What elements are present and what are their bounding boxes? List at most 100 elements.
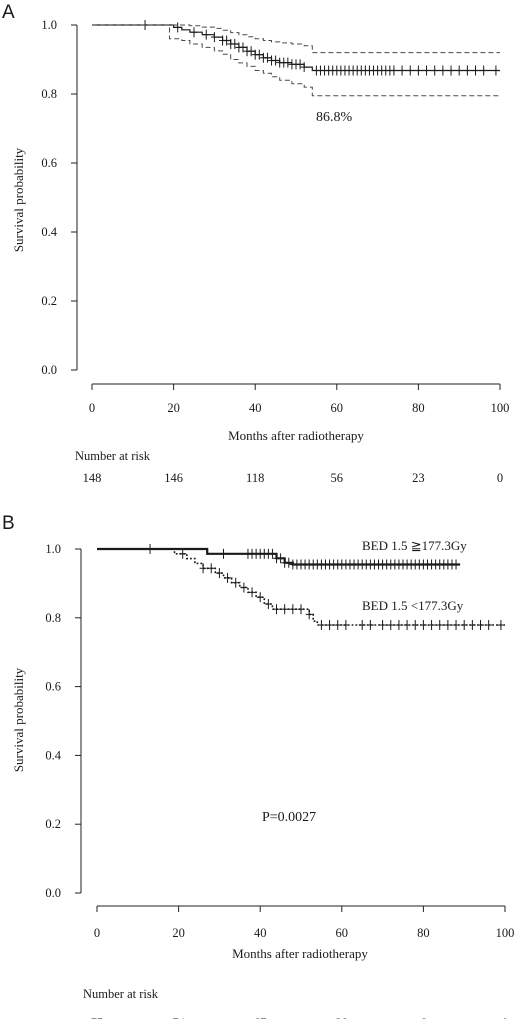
y-tick-label: 0.8 — [45, 611, 61, 625]
censor-mark — [428, 620, 436, 631]
y-tick-label: 0.2 — [41, 294, 57, 308]
censor-mark — [431, 65, 439, 76]
x-tick-label: 100 — [491, 401, 510, 415]
censor-mark — [190, 27, 198, 38]
censor-mark — [232, 577, 240, 588]
panel-b-pvalue: P=0.0027 — [262, 810, 316, 825]
censor-mark — [390, 65, 398, 76]
panel-b-risk-title: Number at risk — [83, 987, 159, 1001]
y-tick-label: 0.8 — [41, 87, 57, 101]
risk-count: 0 — [497, 471, 503, 485]
censor-mark — [366, 620, 374, 631]
x-tick-label: 80 — [417, 926, 430, 940]
censor-mark — [285, 557, 293, 568]
censor-mark — [300, 62, 308, 73]
y-tick-label: 1.0 — [41, 18, 57, 32]
censor-mark — [455, 65, 463, 76]
censor-mark — [395, 620, 403, 631]
censor-mark — [406, 65, 414, 76]
y-tick-label: 0.6 — [41, 156, 57, 170]
y-tick-label: 0.0 — [41, 363, 57, 377]
panel-a-letter: A — [2, 2, 15, 23]
censor-mark — [174, 22, 182, 33]
censor-mark — [284, 57, 292, 68]
censor-mark — [419, 620, 427, 631]
censor-mark — [277, 553, 285, 564]
censor-mark — [460, 620, 468, 631]
panel-a-annotation: 86.8% — [316, 110, 353, 125]
censor-mark — [256, 592, 264, 603]
x-tick-label: 20 — [172, 926, 185, 940]
censor-mark — [272, 55, 280, 66]
censor-mark — [223, 35, 231, 46]
censor-mark — [248, 587, 256, 598]
censor-mark — [297, 604, 305, 615]
censor-mark — [179, 548, 187, 559]
y-tick-label: 0.0 — [45, 886, 61, 900]
panel-a-xlabel: Months after radiotherapy — [228, 428, 364, 443]
censor-mark — [224, 572, 232, 583]
censor-mark — [452, 559, 460, 570]
censor-mark — [255, 49, 263, 60]
censor-mark — [472, 65, 480, 76]
censor-mark — [379, 620, 387, 631]
panel-a: A Survival probability Months after radi… — [2, 2, 509, 485]
censor-mark — [305, 609, 313, 620]
censor-mark — [219, 548, 227, 559]
censor-mark — [447, 65, 455, 76]
censor-mark — [199, 563, 207, 574]
censor-mark — [239, 42, 247, 53]
censor-mark — [411, 620, 419, 631]
censor-mark — [387, 620, 395, 631]
censor-mark — [414, 65, 422, 76]
censor-mark — [326, 620, 334, 631]
panel-b-legend-low: BED 1.5 <177.3Gy — [362, 598, 464, 613]
censor-mark — [342, 620, 350, 631]
risk-count: 75 — [91, 1016, 104, 1019]
risk-count: 148 — [83, 471, 102, 485]
x-tick-label: 80 — [412, 401, 425, 415]
censor-mark — [231, 38, 239, 49]
x-tick-label: 40 — [249, 401, 262, 415]
censor-mark — [240, 582, 248, 593]
ci-band-line — [92, 24, 500, 97]
risk-count: 67 — [254, 1016, 267, 1019]
censor-mark — [480, 65, 488, 76]
censor-mark — [281, 604, 289, 615]
censor-mark — [463, 65, 471, 76]
y-tick-label: 0.2 — [45, 817, 61, 831]
censor-mark — [296, 59, 304, 70]
censor-mark — [210, 32, 218, 43]
risk-count: 56 — [331, 471, 344, 485]
censor-mark — [334, 620, 342, 631]
y-tick-label: 0.4 — [45, 748, 61, 762]
x-tick-label: 100 — [496, 926, 515, 940]
censor-mark — [215, 568, 223, 579]
y-tick-label: 0.4 — [41, 225, 57, 239]
x-tick-label: 20 — [167, 401, 180, 415]
risk-count: 0 — [502, 1016, 508, 1019]
censor-mark — [264, 599, 272, 610]
censor-mark — [273, 604, 281, 615]
censor-mark — [202, 29, 210, 40]
panel-b: B Survival probability Months after radi… — [2, 513, 514, 1019]
risk-count: 118 — [246, 471, 264, 485]
risk-count: 146 — [164, 471, 183, 485]
ci-band-line — [92, 24, 500, 54]
y-tick-label: 1.0 — [45, 542, 61, 556]
censor-mark — [263, 52, 271, 63]
censor-mark — [492, 65, 500, 76]
x-tick-label: 60 — [331, 401, 344, 415]
censor-mark — [289, 604, 297, 615]
panel-a-risk-title: Number at risk — [75, 449, 151, 463]
risk-count: 23 — [412, 471, 425, 485]
censor-mark — [444, 620, 452, 631]
censor-mark — [497, 620, 505, 631]
x-tick-label: 40 — [254, 926, 267, 940]
x-tick-label: 60 — [336, 926, 349, 940]
censor-mark — [477, 620, 485, 631]
risk-count: 74 — [172, 1016, 185, 1019]
panel-b-letter: B — [2, 513, 15, 534]
panel-b-legend-high: BED 1.5 ≧177.3Gy — [362, 538, 467, 553]
